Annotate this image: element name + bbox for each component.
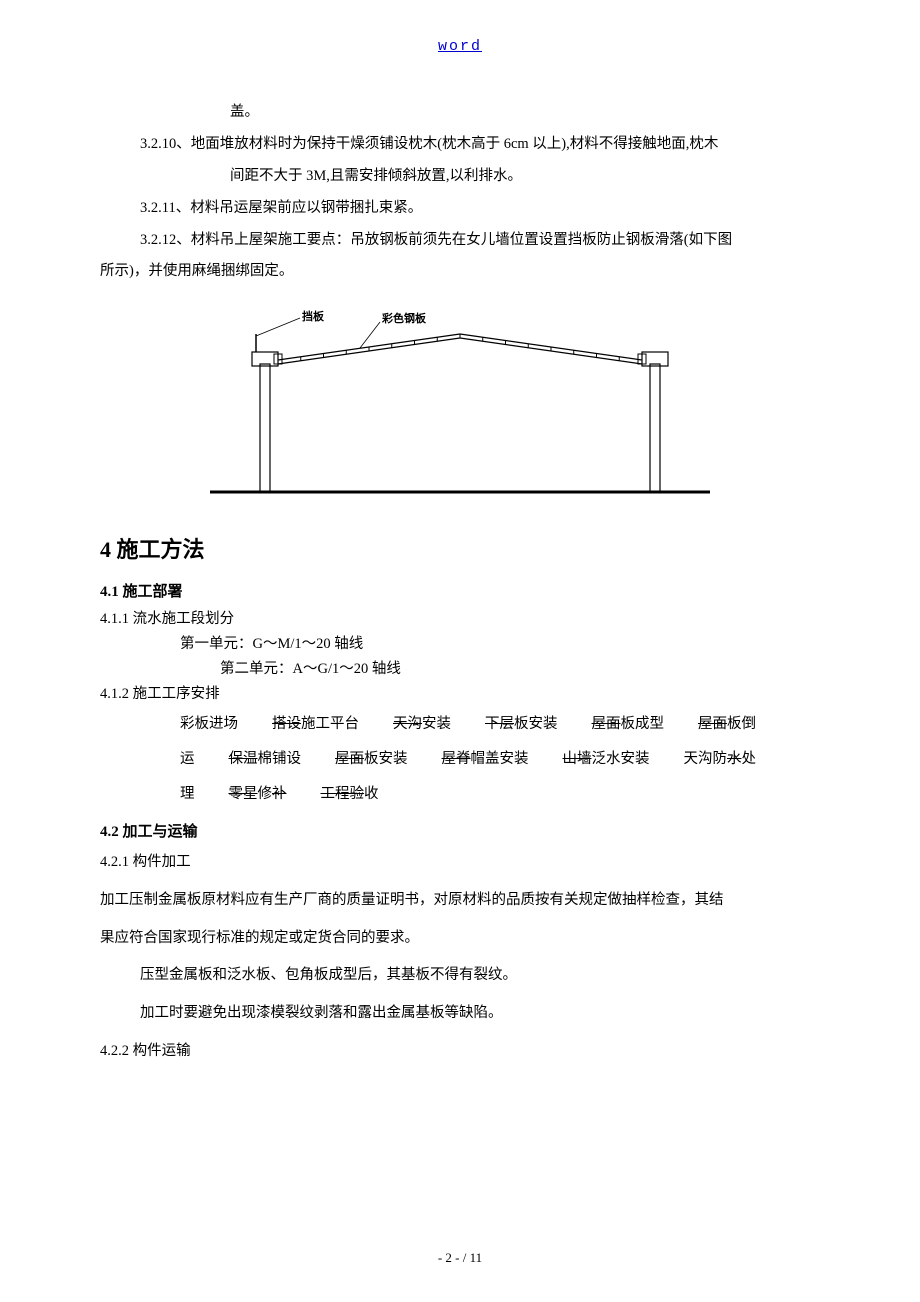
- p-4-2-1b: 果应符合国家现行标准的规定或定货合同的要求。: [100, 923, 820, 955]
- p-3-2-12b: 所示)，并使用麻绳捆绑固定。: [100, 256, 820, 288]
- heading-4-2-2: 4.2.2 构件运输: [100, 1036, 820, 1068]
- heading-4-1: 4.1 施工部署: [100, 580, 820, 601]
- p-cover-tail: 盖。: [100, 97, 820, 129]
- svg-text:挡板: 挡板: [302, 309, 325, 323]
- heading-4-2: 4.2 加工与运输: [100, 820, 820, 841]
- process-flow: 彩板进场搭设施工平台天沟安装下层板安装屋面板成型屋面板倒 运保温棉铺设屋面板安装…: [100, 707, 820, 811]
- flow-row-3: 理零星修补工程验收: [180, 777, 820, 812]
- p-4-2-1d: 加工时要避免出现漆模裂纹剥落和露出金属基板等缺陷。: [100, 998, 820, 1030]
- p-3-2-11: 3.2.11、材料吊运屋架前应以钢带捆扎束紧。: [100, 193, 820, 225]
- p-4-2-1c: 压型金属板和泛水板、包角板成型后，其基板不得有裂纹。: [100, 960, 820, 992]
- section-3-2: 盖。 3.2.10、地面堆放材料时为保持干燥须铺设枕木(枕木高于 6cm 以上)…: [100, 97, 820, 288]
- p-4-2-1a: 加工压制金属板原材料应有生产厂商的质量证明书，对原材料的品质按有关规定做抽样检查…: [100, 885, 820, 917]
- p-3-2-10b: 间距不大于 3M,且需安排倾斜放置,以利排水。: [100, 161, 820, 193]
- heading-4-2-1: 4.2.1 构件加工: [100, 847, 820, 879]
- roof-diagram: 挡板 彩色钢板: [100, 304, 820, 504]
- header-link[interactable]: word: [100, 38, 820, 55]
- flow-row-1: 彩板进场搭设施工平台天沟安装下层板安装屋面板成型屋面板倒: [180, 707, 820, 742]
- heading-4-1-1: 4.1.1 流水施工段划分: [100, 607, 820, 628]
- roof-diagram-svg: 挡板 彩色钢板: [190, 304, 730, 504]
- heading-4-1-2: 4.1.2 施工工序安排: [100, 682, 820, 703]
- p-3-2-10: 3.2.10、地面堆放材料时为保持干燥须铺设枕木(枕木高于 6cm 以上),材料…: [100, 129, 820, 161]
- page-number: - 2 - / 11: [0, 1250, 920, 1266]
- unit-2: 第二单元：A～G/1～20 轴线: [100, 657, 820, 678]
- svg-text:彩色钢板: 彩色钢板: [381, 311, 427, 325]
- heading-4: 4 施工方法: [100, 532, 820, 564]
- unit-1: 第一单元：G～M/1～20 轴线: [100, 632, 820, 653]
- flow-row-2: 运保温棉铺设屋面板安装屋脊帽盖安装山墙泛水安装天沟防水处: [180, 742, 820, 777]
- p-3-2-12a: 3.2.12、材料吊上屋架施工要点：吊放钢板前须先在女儿墙位置设置挡板防止钢板滑…: [100, 225, 820, 257]
